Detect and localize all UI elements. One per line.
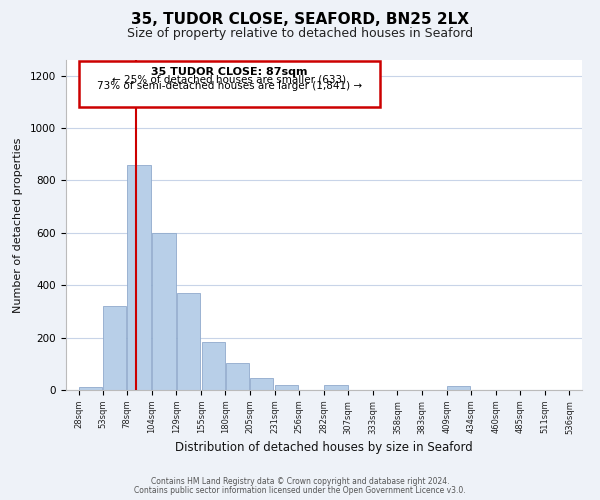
Bar [176, 293, 200, 390]
Bar [275, 385, 298, 390]
Bar [325, 385, 348, 390]
Text: ← 25% of detached houses are smaller (633): ← 25% of detached houses are smaller (63… [112, 74, 346, 85]
Bar [79, 388, 103, 390]
Bar [79, 62, 380, 107]
Bar [202, 342, 225, 390]
Bar [103, 306, 127, 390]
X-axis label: Distribution of detached houses by size in Seaford: Distribution of detached houses by size … [175, 440, 473, 454]
Bar [226, 363, 249, 390]
Bar [447, 386, 470, 390]
Text: Size of property relative to detached houses in Seaford: Size of property relative to detached ho… [127, 27, 473, 40]
Text: Contains public sector information licensed under the Open Government Licence v3: Contains public sector information licen… [134, 486, 466, 495]
Bar [127, 165, 151, 390]
Text: 35, TUDOR CLOSE, SEAFORD, BN25 2LX: 35, TUDOR CLOSE, SEAFORD, BN25 2LX [131, 12, 469, 28]
Text: Contains HM Land Registry data © Crown copyright and database right 2024.: Contains HM Land Registry data © Crown c… [151, 477, 449, 486]
Text: 35 TUDOR CLOSE: 87sqm: 35 TUDOR CLOSE: 87sqm [151, 67, 308, 77]
Bar [250, 378, 274, 390]
Y-axis label: Number of detached properties: Number of detached properties [13, 138, 23, 312]
Bar [152, 233, 176, 390]
Text: 73% of semi-detached houses are larger (1,841) →: 73% of semi-detached houses are larger (… [97, 81, 362, 91]
